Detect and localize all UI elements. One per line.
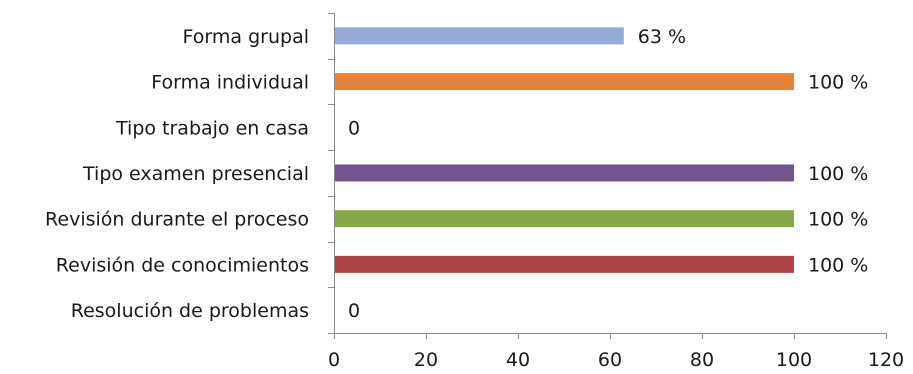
bar bbox=[335, 27, 624, 45]
x-tick-label: 120 bbox=[868, 349, 904, 371]
bar bbox=[335, 164, 794, 182]
x-tick-label: 20 bbox=[414, 349, 438, 371]
data-labels: 63 % 100 % 0 100 % 100 % 100 % 0 bbox=[348, 26, 868, 322]
category-labels: Forma grupal Forma individual Tipo trabajo… bbox=[45, 26, 309, 322]
bar bbox=[335, 210, 794, 228]
category-label: Tipo examen presencial bbox=[82, 163, 309, 185]
data-label: 63 % bbox=[638, 26, 686, 48]
category-label: Revisión de conocimientos bbox=[56, 254, 309, 276]
data-label: 0 bbox=[348, 300, 360, 322]
x-tick-label: 100 bbox=[776, 349, 812, 371]
x-tick-label: 0 bbox=[328, 349, 340, 371]
data-label: 100 % bbox=[808, 163, 868, 185]
axes bbox=[328, 13, 887, 339]
category-label: Forma individual bbox=[151, 72, 309, 94]
data-label: 100 % bbox=[808, 209, 868, 231]
category-label: Forma grupal bbox=[183, 26, 309, 48]
bars-group bbox=[335, 27, 794, 273]
data-label: 0 bbox=[348, 117, 360, 139]
data-label: 100 % bbox=[808, 254, 868, 276]
data-label: 100 % bbox=[808, 72, 868, 94]
bar bbox=[335, 73, 794, 91]
x-tick-label: 40 bbox=[506, 349, 530, 371]
x-tick-label: 60 bbox=[598, 349, 622, 371]
x-tick-label: 80 bbox=[690, 349, 714, 371]
x-tick-labels: 0 20 40 60 80 100 120 bbox=[328, 349, 904, 371]
category-label: Tipo trabajo en casa bbox=[115, 117, 309, 139]
category-label: Revisión durante el proceso bbox=[45, 209, 309, 231]
category-label: Resolución de problemas bbox=[71, 300, 309, 322]
bar bbox=[335, 255, 794, 273]
